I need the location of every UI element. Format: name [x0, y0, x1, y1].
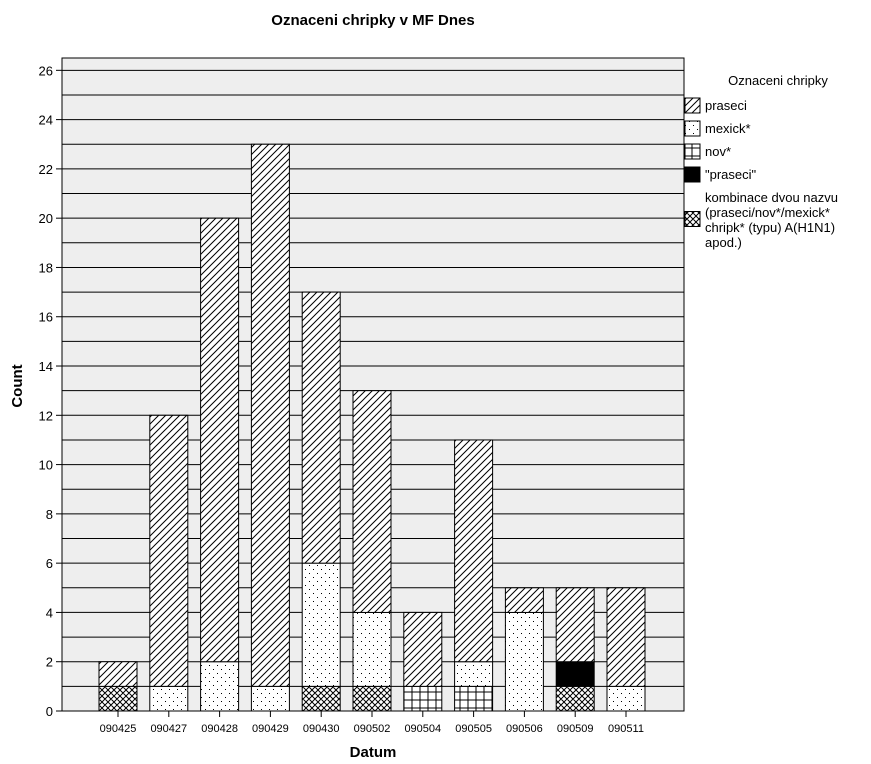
legend-label-line: chripk* (typu) A(H1N1)	[705, 220, 835, 235]
y-tick-label: 10	[39, 458, 53, 473]
bar-segment	[301, 291, 341, 564]
bar-segment	[454, 439, 494, 663]
legend-swatch	[684, 166, 701, 183]
legend-title: Oznaceni chripky	[728, 73, 828, 88]
bar-segment	[352, 685, 392, 712]
bar-segment	[504, 611, 544, 712]
bar-segment	[352, 390, 392, 613]
bar-segment	[149, 414, 189, 687]
bar-segment	[504, 587, 544, 613]
legend-label: kombinace dvou nazvu (praseci/nov*/mexick…	[705, 190, 838, 250]
legend: praseci mexick* nov* "praseci" kombinace dvo…	[684, 97, 838, 250]
x-axis-label: Datum	[350, 744, 397, 761]
y-tick-label: 24	[39, 113, 53, 128]
x-tick-label: 090511	[608, 723, 644, 735]
y-tick-label: 8	[46, 507, 53, 522]
x-axis: 090425 090427 090428 090429 090430 090502 0905…	[100, 711, 644, 735]
bar-segment	[200, 217, 240, 663]
bar-segment	[200, 661, 240, 712]
y-tick-label: 14	[39, 359, 53, 374]
legend-swatch	[684, 120, 701, 137]
x-tick-label: 090504	[404, 723, 441, 735]
bar-segment	[606, 685, 646, 712]
bar-segment	[98, 685, 138, 712]
bars	[98, 143, 646, 712]
y-tick-label: 12	[39, 408, 53, 423]
y-tick-label: 0	[46, 704, 53, 719]
y-tick-label: 2	[46, 655, 53, 670]
bar-segment	[98, 661, 138, 687]
bar-segment	[250, 685, 290, 712]
bar-segment	[149, 685, 189, 712]
y-tick-label: 22	[39, 162, 53, 177]
x-tick-label: 090425	[100, 723, 137, 735]
legend-label: "praseci"	[705, 167, 757, 182]
x-tick-label: 090428	[201, 723, 238, 735]
bar-segment	[301, 562, 341, 687]
legend-label-line: apod.)	[705, 235, 742, 250]
legend-swatch	[684, 211, 701, 227]
legend-swatch	[684, 97, 701, 114]
bar-segment	[301, 685, 341, 712]
bar-segment	[606, 587, 646, 687]
bar-segment	[352, 611, 392, 687]
x-tick-label: 090506	[506, 723, 543, 735]
y-tick-label: 26	[39, 63, 53, 78]
bar-segment	[555, 661, 595, 687]
y-tick-label: 18	[39, 260, 53, 275]
bar-segment	[403, 685, 443, 712]
legend-swatch	[684, 143, 701, 160]
x-tick-label: 090505	[455, 723, 492, 735]
y-tick-label: 6	[46, 556, 53, 571]
y-axis-label: Count	[9, 364, 26, 407]
y-tick-label: 20	[39, 211, 53, 226]
bar-segment	[454, 685, 494, 712]
bar-segment	[555, 685, 595, 712]
bar-segment	[403, 611, 443, 687]
legend-label: praseci	[705, 98, 747, 113]
legend-label-line: kombinace dvou nazvu	[705, 190, 838, 205]
y-tick-label: 4	[46, 605, 53, 620]
legend-label: mexick*	[705, 121, 751, 136]
bar-segment	[250, 143, 290, 687]
x-tick-label: 090509	[557, 723, 594, 735]
x-tick-label: 090430	[303, 723, 340, 735]
bar-segment	[454, 661, 494, 687]
x-tick-label: 090429	[252, 723, 289, 735]
x-tick-label: 090427	[150, 723, 187, 735]
x-tick-label: 090502	[354, 723, 391, 735]
legend-label-line: (praseci/nov*/mexick*	[705, 205, 830, 220]
legend-label: nov*	[705, 144, 731, 159]
y-tick-label: 16	[39, 310, 53, 325]
bar-segment	[555, 587, 595, 663]
chart-title: Oznaceni chripky v MF Dnes	[271, 12, 474, 29]
